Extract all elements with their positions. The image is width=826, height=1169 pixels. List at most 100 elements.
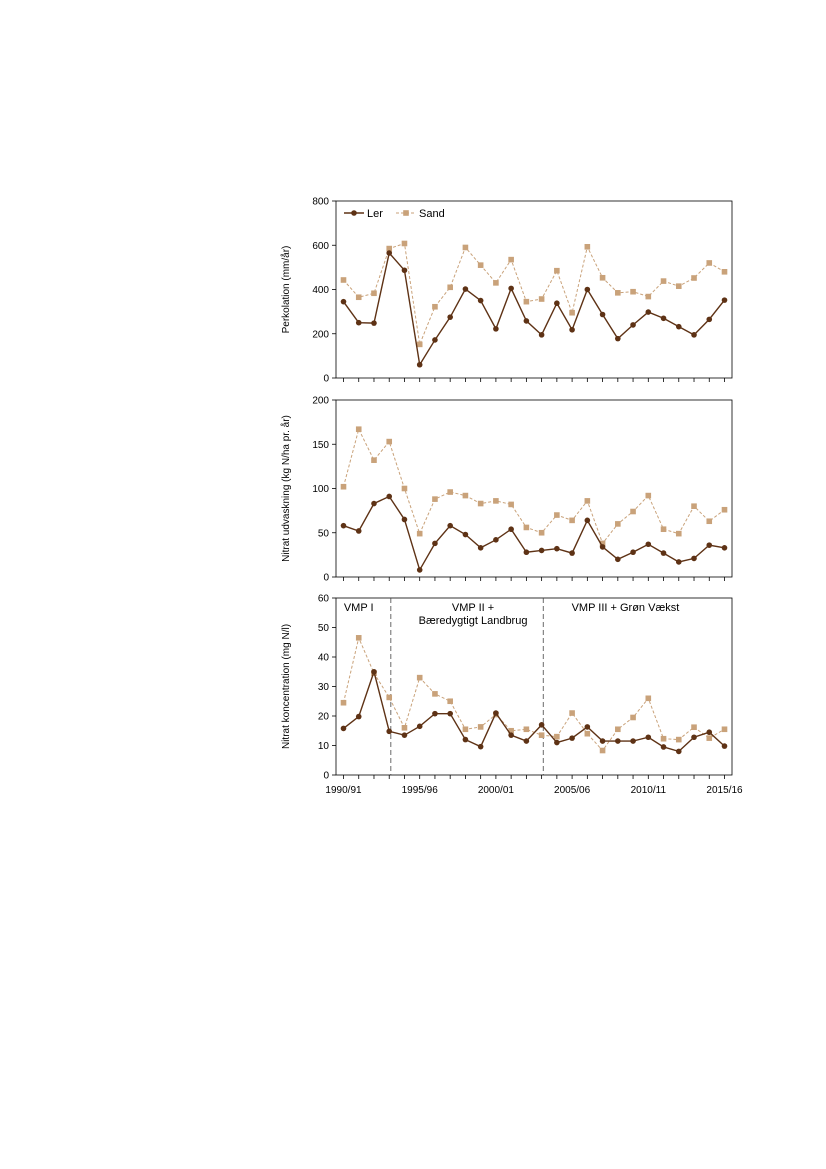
data-point — [645, 293, 652, 300]
data-point — [523, 549, 530, 556]
data-point — [523, 738, 530, 744]
data-point — [477, 724, 484, 730]
data-point — [447, 284, 453, 291]
y-tick-label: 0 — [323, 771, 329, 782]
data-point — [508, 256, 514, 263]
data-point — [675, 530, 682, 537]
data-point — [386, 250, 393, 256]
data-point — [691, 503, 697, 509]
x-tick-label: 1990/91 — [325, 785, 362, 796]
data-point — [660, 278, 667, 284]
data-point — [355, 635, 362, 641]
data-point — [615, 335, 621, 342]
data-point — [554, 733, 560, 740]
data-point — [477, 262, 484, 268]
data-point — [477, 500, 484, 507]
y-tick-label: 30 — [318, 682, 330, 693]
data-point — [493, 498, 499, 504]
data-point — [447, 698, 453, 705]
data-point — [416, 341, 423, 348]
data-point — [538, 529, 545, 536]
data-point — [706, 260, 713, 266]
data-point — [386, 438, 393, 445]
data-point — [630, 549, 636, 556]
data-point — [493, 280, 499, 286]
data-point — [462, 492, 469, 499]
data-point — [691, 724, 697, 731]
data-point — [584, 243, 591, 250]
data-point — [569, 517, 575, 524]
data-point — [599, 738, 606, 744]
data-point — [432, 691, 438, 697]
y-tick-label: 200 — [312, 396, 329, 407]
y-tick-label: 150 — [312, 440, 329, 451]
y-tick-label: 100 — [312, 484, 329, 495]
data-point — [401, 267, 408, 274]
data-point — [691, 555, 697, 562]
panel-perkolation: 0 200 400 600 800 Perkolation (mm/år) Ler Sand — [280, 197, 733, 385]
data-point — [615, 556, 621, 563]
series-line — [343, 427, 725, 545]
data-point — [554, 300, 560, 307]
period-label: VMP II + — [452, 602, 494, 614]
y-tick-label: 50 — [318, 528, 330, 539]
data-point — [554, 512, 560, 518]
series-line — [343, 669, 725, 753]
data-point — [721, 726, 728, 733]
data-point — [355, 426, 362, 433]
data-point — [660, 735, 667, 742]
data-point — [432, 540, 438, 547]
data-point — [416, 723, 423, 730]
data-point — [706, 542, 713, 548]
series-sand — [340, 240, 728, 348]
data-point — [554, 739, 560, 746]
data-point — [706, 735, 713, 741]
y-tick-label: 60 — [318, 594, 330, 605]
y-axis-title: Perkolation (mm/år) — [280, 246, 292, 334]
legend-marker-ler — [351, 210, 357, 216]
data-point — [371, 500, 377, 507]
data-point — [523, 298, 530, 305]
series-line — [343, 242, 725, 347]
data-point — [691, 332, 697, 338]
legend-label-sand: Sand — [419, 208, 445, 220]
y-axis-title: Nitrat koncentration (mg N/l) — [281, 624, 292, 749]
data-point — [569, 710, 575, 716]
data-point — [538, 722, 545, 728]
plot-frame — [335, 200, 733, 379]
x-tick-label: 2015/16 — [706, 785, 743, 796]
data-point — [706, 518, 713, 525]
data-point — [675, 736, 682, 743]
data-point — [508, 501, 514, 508]
data-point — [401, 485, 408, 492]
data-point — [508, 727, 514, 734]
data-point — [462, 244, 469, 251]
y-tick-label: 10 — [318, 741, 330, 752]
x-tick-label: 2010/11 — [631, 785, 667, 796]
data-point — [340, 483, 347, 490]
data-point — [645, 492, 652, 499]
data-point — [721, 297, 728, 303]
y-tick-label: 400 — [312, 285, 329, 296]
data-point — [340, 699, 347, 706]
data-point — [432, 337, 438, 343]
data-point — [706, 729, 713, 736]
data-point — [554, 545, 560, 552]
y-tick-label: 50 — [318, 623, 330, 634]
series-line — [342, 251, 726, 367]
data-point — [508, 732, 514, 738]
data-point — [584, 286, 591, 293]
data-point — [477, 297, 484, 304]
data-point — [630, 714, 636, 721]
data-point — [416, 530, 423, 537]
data-point — [355, 319, 362, 326]
data-point — [721, 269, 728, 275]
data-point — [462, 726, 469, 733]
data-point — [401, 516, 408, 523]
data-point — [340, 522, 347, 529]
data-point — [569, 309, 575, 316]
data-point — [371, 668, 377, 675]
y-tick-label: 20 — [318, 712, 330, 723]
data-point — [538, 332, 545, 338]
